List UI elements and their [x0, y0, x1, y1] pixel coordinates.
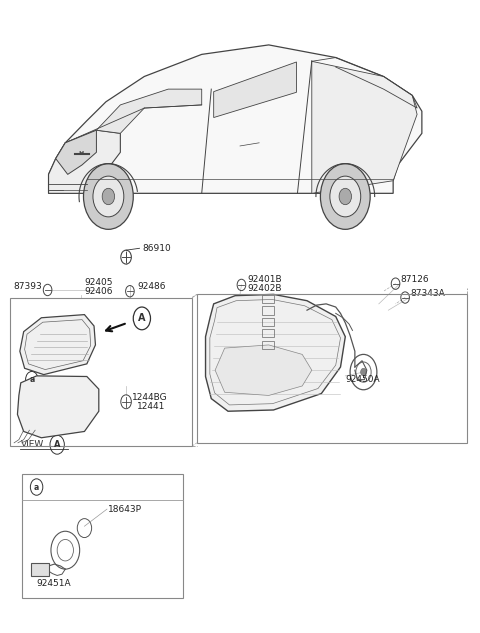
- Circle shape: [73, 402, 80, 411]
- Circle shape: [102, 188, 115, 204]
- Text: 92450A: 92450A: [345, 375, 380, 384]
- Circle shape: [60, 392, 66, 401]
- Text: A: A: [54, 440, 60, 449]
- Text: 92405: 92405: [84, 278, 113, 287]
- Circle shape: [43, 389, 49, 398]
- Bar: [262, 329, 274, 337]
- Polygon shape: [48, 45, 422, 193]
- Circle shape: [84, 164, 133, 229]
- Text: 86910: 86910: [142, 244, 170, 253]
- Text: a: a: [34, 482, 39, 492]
- Text: 92402B: 92402B: [247, 284, 282, 293]
- Polygon shape: [96, 89, 202, 134]
- Circle shape: [321, 164, 370, 229]
- Polygon shape: [20, 315, 96, 375]
- Text: 18643P: 18643P: [108, 505, 143, 513]
- Circle shape: [54, 411, 60, 420]
- Polygon shape: [214, 62, 297, 118]
- Circle shape: [330, 176, 361, 217]
- Bar: [10, 298, 192, 446]
- Text: a: a: [29, 375, 35, 384]
- Bar: [262, 341, 274, 349]
- Bar: [262, 318, 274, 326]
- FancyBboxPatch shape: [31, 563, 49, 576]
- Bar: [262, 306, 274, 315]
- Text: 87343A: 87343A: [410, 289, 444, 298]
- Text: 92451A: 92451A: [36, 579, 71, 587]
- Text: A: A: [138, 313, 145, 323]
- Text: 87126: 87126: [400, 275, 429, 284]
- Text: 92401B: 92401B: [247, 275, 282, 284]
- Circle shape: [360, 368, 366, 376]
- Text: 1244BG: 1244BG: [132, 392, 168, 402]
- Polygon shape: [17, 376, 99, 438]
- Text: 92406: 92406: [84, 287, 113, 296]
- Polygon shape: [56, 130, 96, 174]
- Bar: [262, 295, 274, 303]
- Polygon shape: [205, 294, 345, 411]
- Bar: [22, 474, 182, 598]
- Polygon shape: [215, 345, 312, 396]
- Text: H: H: [78, 151, 84, 156]
- Text: 87393: 87393: [13, 282, 42, 291]
- Circle shape: [69, 420, 76, 429]
- Polygon shape: [312, 61, 417, 193]
- Polygon shape: [48, 130, 120, 193]
- Circle shape: [339, 188, 351, 204]
- Text: 12441: 12441: [137, 402, 166, 411]
- Circle shape: [93, 176, 124, 217]
- Text: 92486: 92486: [137, 282, 166, 291]
- Text: VIEW: VIEW: [21, 440, 44, 449]
- Bar: [197, 294, 468, 443]
